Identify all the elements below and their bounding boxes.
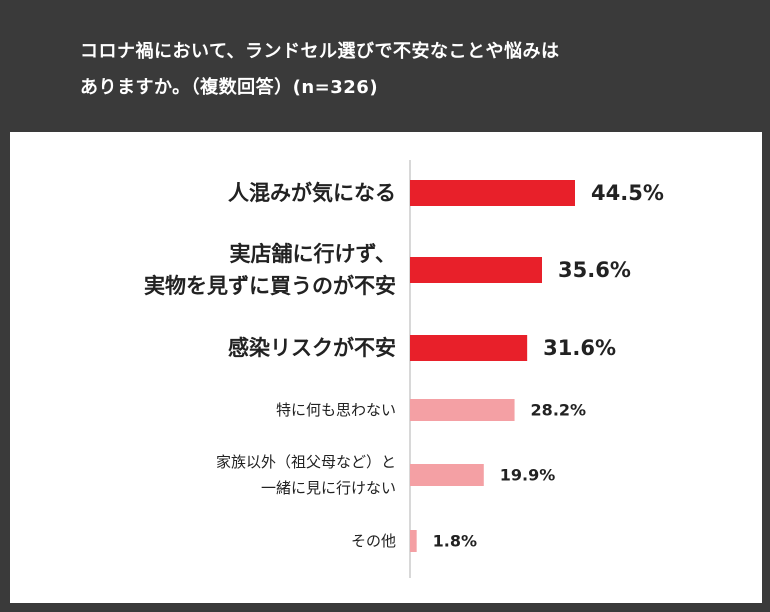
bar-1 xyxy=(410,257,542,283)
bar-3 xyxy=(410,399,515,421)
value-label-5: 1.8% xyxy=(433,532,477,551)
value-label-3: 28.2% xyxy=(531,401,587,420)
value-label-4: 19.9% xyxy=(500,466,556,485)
bar-2 xyxy=(410,335,528,361)
category-label-1-0: 実店舗に行けず、 xyxy=(229,242,396,266)
title-line-1: コロナ禍において、ランドセル選びで不安なことや悩みは xyxy=(80,41,560,62)
category-label-5-0: その他 xyxy=(351,532,396,550)
category-label-1-1: 実物を見ずに買うのが不安 xyxy=(144,274,396,298)
chart-title: コロナ禍において、ランドセル選びで不安なことや悩みは ありますか。（複数回答）(… xyxy=(80,34,720,106)
category-label-4-1: 一緒に見に行けない xyxy=(261,479,396,497)
category-label-0-0: 人混みが気になる xyxy=(228,181,396,205)
chart-panel xyxy=(10,132,762,603)
value-label-2: 31.6% xyxy=(543,336,616,360)
bar-4 xyxy=(410,464,484,486)
bar-0 xyxy=(410,180,575,206)
bar-5 xyxy=(410,530,417,552)
category-label-2-0: 感染リスクが不安 xyxy=(228,336,396,360)
value-label-1: 35.6% xyxy=(558,258,631,282)
category-label-4-0: 家族以外（祖父母など）と xyxy=(216,453,396,471)
title-line-2: ありますか。（複数回答）(n=326) xyxy=(80,77,379,98)
category-label-3-0: 特に何も思わない xyxy=(276,401,396,419)
value-label-0: 44.5% xyxy=(591,181,664,205)
